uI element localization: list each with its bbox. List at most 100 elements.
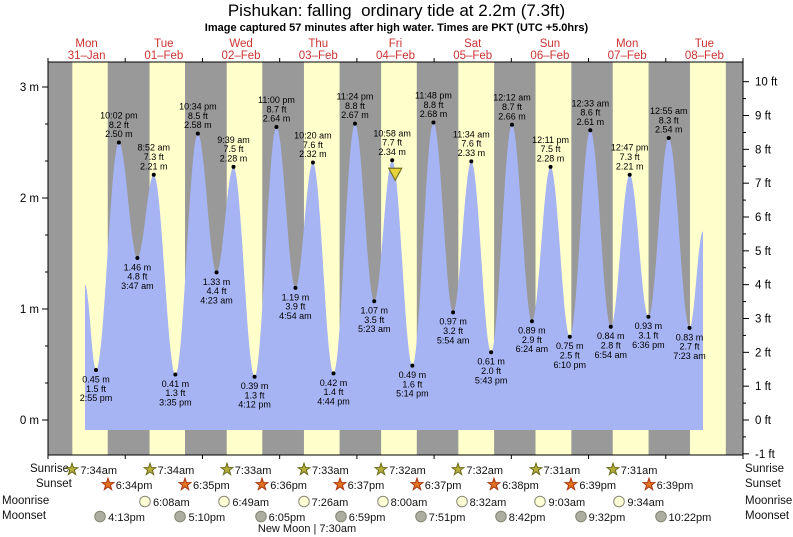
sunset-time-text: 6:39pm <box>656 480 694 492</box>
sunrise-star-icon <box>296 461 312 476</box>
day-ticks <box>47 58 744 459</box>
sunset-time: 6:36pm <box>254 476 307 493</box>
svg-text:0.75 m: 0.75 m <box>556 341 584 351</box>
svg-text:9 ft: 9 ft <box>755 111 772 123</box>
svg-text:1 m: 1 m <box>20 304 39 316</box>
moonrise-moon-icon <box>534 495 547 508</box>
svg-text:5:54 am: 5:54 am <box>437 335 470 345</box>
low-tide-annotation: 0.84 m2.8 ft6:54 am <box>594 324 627 360</box>
svg-text:31–Jan: 31–Jan <box>68 50 106 62</box>
low-tide-annotation: 1.07 m3.5 ft5:23 am <box>358 299 390 334</box>
svg-text:8 ft: 8 ft <box>755 144 772 156</box>
svg-text:4:44 pm: 4:44 pm <box>317 396 350 406</box>
moonset-time: 4:13pm <box>93 509 145 525</box>
high-tide-annotation: 11:24 pm8.8 ft2.67 m <box>337 92 373 126</box>
svg-text:10:20 am: 10:20 am <box>294 130 332 140</box>
sunset-time: 6:39pm <box>563 476 616 493</box>
low-tide-annotation: 0.61 m2.0 ft5:43 pm <box>475 350 507 385</box>
svg-text:2.28 m: 2.28 m <box>220 154 248 164</box>
sunset-time: 6:39pm <box>641 476 694 493</box>
current-time-marker <box>387 167 403 182</box>
low-tide-annotation: 0.75 m2.5 ft6:10 pm <box>554 334 587 370</box>
svg-text:12:33 am: 12:33 am <box>572 98 610 108</box>
svg-text:4.8 ft: 4.8 ft <box>127 272 148 282</box>
moonrise-time-text: 9:03am <box>548 497 586 509</box>
high-tide-annotation: 9:39 am7.5 ft2.28 m <box>217 135 250 169</box>
svg-text:0.83 m: 0.83 m <box>676 332 704 342</box>
svg-text:0.93 m: 0.93 m <box>635 321 663 331</box>
sunset-time: 6:37pm <box>409 476 461 493</box>
sunset-time-text: 6:37pm <box>347 480 385 492</box>
sunset-star-icon <box>409 476 425 491</box>
svg-text:1.3 ft: 1.3 ft <box>165 388 186 398</box>
moonrise-time: 7:26am <box>297 494 348 510</box>
moonset-moon-icon <box>334 510 347 523</box>
svg-text:2.21 m: 2.21 m <box>140 161 168 171</box>
svg-text:06–Feb: 06–Feb <box>530 50 569 62</box>
svg-text:2.8 ft: 2.8 ft <box>601 340 622 350</box>
high-tide-annotation: 12:33 am8.6 ft2.61 m <box>572 98 610 133</box>
sunrise-time-text: 7:32am <box>466 465 504 477</box>
svg-text:1.33 m: 1.33 m <box>203 277 231 287</box>
chart-title: Pishukan: falling ordinary tide at 2.2m … <box>227 1 566 20</box>
moonrise-time: 9:03am <box>533 494 585 510</box>
svg-text:11:48 pm: 11:48 pm <box>415 91 452 101</box>
right-axis: -1 ft 0 ft 1 ft 2 ft 3 ft 4 ft 5 ft 6 ft 7 ft 8 f… <box>743 77 778 461</box>
svg-text:04–Feb: 04–Feb <box>376 50 415 62</box>
moonset-row-label-left: Moonset <box>2 510 47 522</box>
moonset-moon-icon <box>574 510 587 523</box>
svg-text:6:36 pm: 6:36 pm <box>632 340 665 350</box>
sunset-star-icon <box>332 476 348 491</box>
svg-text:7.6 ft: 7.6 ft <box>303 140 324 150</box>
sunrise-time: 7:32am <box>373 461 426 478</box>
sunrise-time: 7:32am <box>450 461 504 478</box>
svg-text:2.54 m: 2.54 m <box>655 125 683 135</box>
svg-text:6:10 pm: 6:10 pm <box>554 360 587 370</box>
sunrise-time-text: 7:31am <box>620 465 658 477</box>
high-tide-annotation: 11:00 pm8.7 ft2.64 m <box>258 95 295 129</box>
svg-text:2.7 ft: 2.7 ft <box>680 342 701 352</box>
svg-text:6:24 am: 6:24 am <box>516 344 549 354</box>
high-tide-annotation: 12:12 am8.7 ft2.66 m <box>493 93 531 127</box>
sunrise-time-text: 7:34am <box>157 465 195 477</box>
svg-text:3 ft: 3 ft <box>755 314 772 326</box>
svg-text:4.4 ft: 4.4 ft <box>207 286 228 296</box>
high-tide-annotation: 10:58 am7.7 ft2.34 m <box>373 128 411 163</box>
svg-text:2.68 m: 2.68 m <box>420 109 448 119</box>
moonset-time: 6:59pm <box>334 509 386 525</box>
moonrise-time: 9:34am <box>612 494 664 510</box>
svg-text:0.97 m: 0.97 m <box>439 317 467 327</box>
svg-text:8.2 ft: 8.2 ft <box>109 120 130 130</box>
moonset-time-text: 6:59pm <box>348 512 386 524</box>
low-tide-annotation: 0.97 m3.2 ft5:54 am <box>437 310 470 345</box>
moonset-time-text: 5:10pm <box>188 512 226 524</box>
sunset-time-text: 6:35pm <box>193 480 230 492</box>
svg-text:0.41 m: 0.41 m <box>162 379 190 389</box>
moonset-time-text: 8:42pm <box>508 512 546 524</box>
high-tide-annotation: 11:48 pm8.8 ft2.68 m <box>415 91 452 125</box>
moonrise-time: 8:32am <box>455 494 506 510</box>
sunrise-time: 7:34am <box>64 461 117 478</box>
moonset-moon-icon <box>494 510 507 523</box>
moonrise-time: 8:00am <box>376 494 427 510</box>
sunrise-star-icon <box>528 461 543 476</box>
low-tide-annotation: 0.49 m1.6 ft5:14 pm <box>396 363 429 399</box>
svg-text:2 ft: 2 ft <box>755 347 772 359</box>
sunset-star-icon <box>641 476 657 491</box>
svg-text:0 m: 0 m <box>20 415 39 427</box>
low-tide-annotation: 1.33 m4.4 ft4:23 am <box>200 270 233 305</box>
sunrise-time: 7:33am <box>296 461 349 478</box>
sunrise-time: 7:34am <box>142 461 195 478</box>
svg-text:2.66 m: 2.66 m <box>498 111 526 121</box>
svg-text:8:52 am: 8:52 am <box>137 143 170 153</box>
sunset-time: 6:38pm <box>486 476 539 493</box>
moonrise-moon-icon <box>613 495 626 508</box>
svg-text:2.9 ft: 2.9 ft <box>522 335 543 345</box>
svg-text:8.7 ft: 8.7 ft <box>502 102 523 112</box>
sunset-star-icon <box>177 476 193 491</box>
day-labels: Mon31–JanTue01–FebWed02–FebThu03–FebFri0… <box>68 38 724 62</box>
low-tide-annotation: 1.19 m3.9 ft4:54 am <box>279 285 312 321</box>
svg-text:Thu: Thu <box>308 38 328 50</box>
sunrise-time-text: 7:32am <box>389 465 426 477</box>
svg-text:8.3 ft: 8.3 ft <box>659 115 680 125</box>
